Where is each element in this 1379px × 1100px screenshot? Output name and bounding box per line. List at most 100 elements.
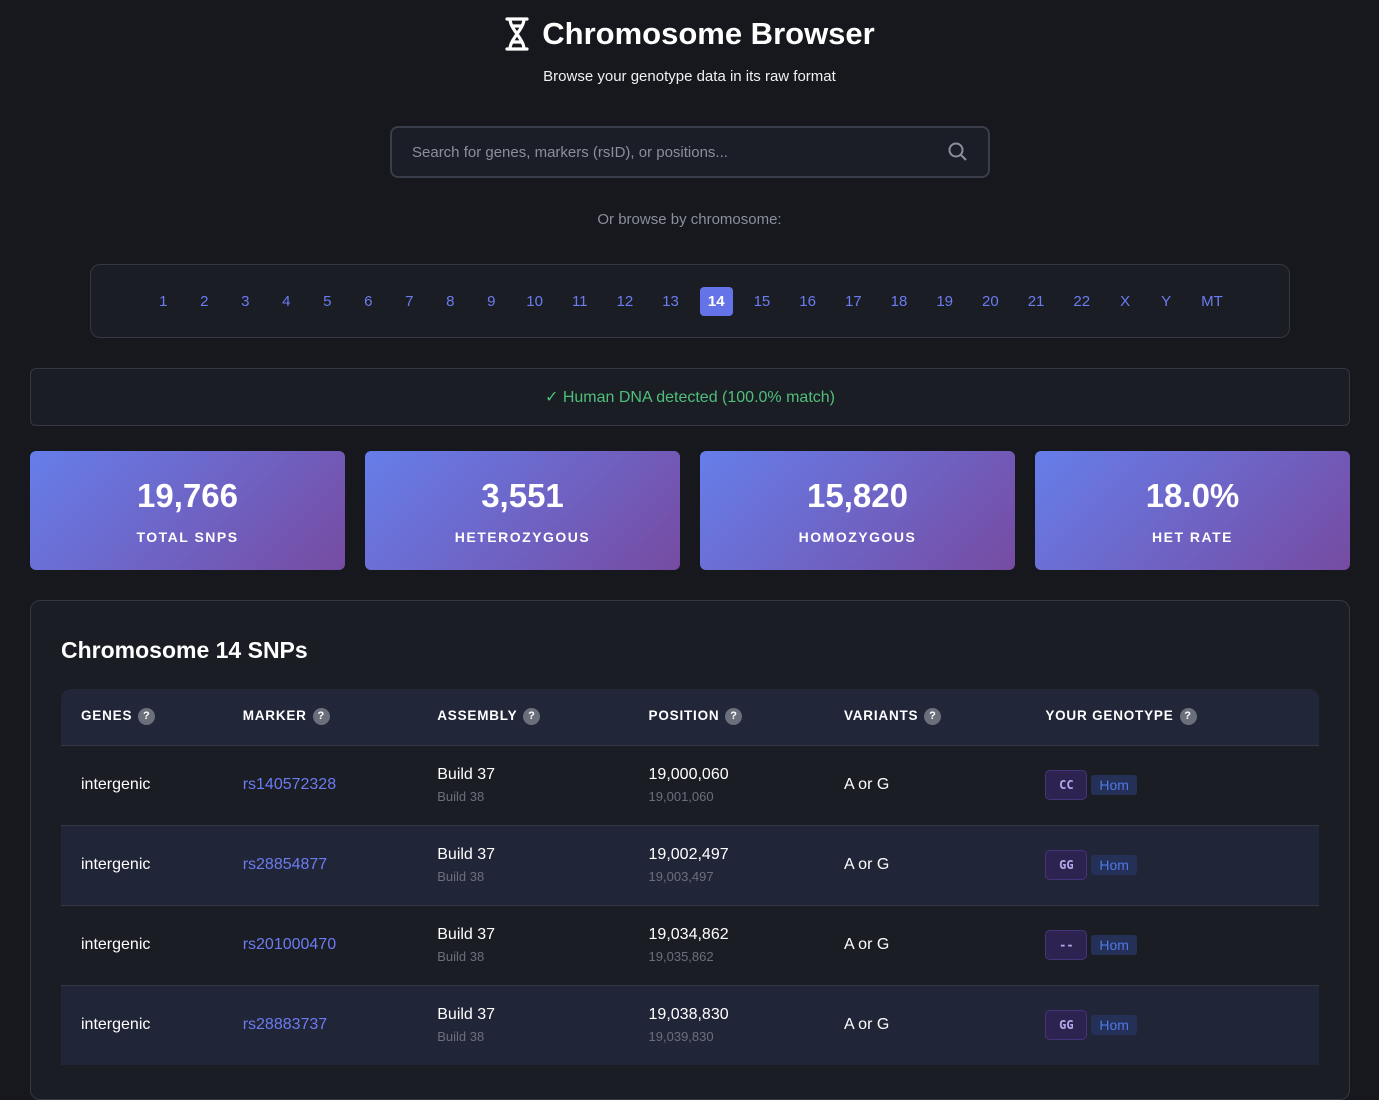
help-icon[interactable]: ? xyxy=(523,708,541,726)
chromosome-16-button[interactable]: 16 xyxy=(799,292,816,310)
table-header: GENES? MARKER? ASSEMBLY? POSITION? VARIANTS?… xyxy=(61,689,1319,745)
position-primary: 19,000,060 xyxy=(648,766,729,783)
chromosome-5-button[interactable]: 5 xyxy=(323,292,332,310)
table-row: intergenic rs28854877 Build 37 Build 38 1… xyxy=(61,824,1319,905)
help-icon[interactable]: ? xyxy=(312,708,330,726)
gene-cell: intergenic xyxy=(61,824,223,905)
chromosome-8-button[interactable]: 8 xyxy=(446,292,455,310)
position-secondary: 19,001,060 xyxy=(648,789,714,804)
zygosity-badge: Hom xyxy=(1091,1015,1137,1036)
chromosome-2-button[interactable]: 2 xyxy=(200,292,209,310)
search-box[interactable] xyxy=(390,126,990,178)
help-icon[interactable]: ? xyxy=(924,708,942,726)
search-input[interactable] xyxy=(412,143,948,161)
stat-value: 3,551 xyxy=(481,477,564,514)
chromosome-22-button[interactable]: 22 xyxy=(1073,292,1091,310)
gene-cell: intergenic xyxy=(61,744,223,825)
table-row: intergenic rs201000470 Build 37 Build 38 … xyxy=(61,904,1319,985)
table-row: intergenic rs140572328 Build 37 Build 38 … xyxy=(61,744,1319,825)
chromosome-1-button[interactable]: 1 xyxy=(159,292,168,310)
genotype-badge: -- xyxy=(1045,930,1088,960)
assembly-primary: Build 37 xyxy=(437,926,496,943)
genotype-badge: GG xyxy=(1045,850,1088,880)
column-header: ASSEMBLY? xyxy=(417,689,628,745)
stat-value: 19,766 xyxy=(137,477,238,514)
chromosome-13-button[interactable]: 13 xyxy=(662,292,679,310)
chromosome-7-button[interactable]: 7 xyxy=(405,292,414,310)
chromosome-21-button[interactable]: 21 xyxy=(1027,292,1045,310)
stat-card: 18.0% HET RATE xyxy=(1035,451,1350,570)
chromosome-MT-button[interactable]: MT xyxy=(1201,292,1223,310)
position-primary: 19,002,497 xyxy=(648,846,729,863)
assembly-primary: Build 37 xyxy=(437,846,496,863)
chromosome-Y-button[interactable]: Y xyxy=(1161,292,1172,310)
chromosome-4-button[interactable]: 4 xyxy=(282,292,291,310)
column-header: POSITION? xyxy=(629,689,824,745)
chromosome-14-button[interactable]: 14 xyxy=(699,286,733,316)
gene-cell: intergenic xyxy=(61,984,223,1065)
marker-link[interactable]: rs140572328 xyxy=(242,776,337,793)
variants-cell: A or G xyxy=(823,824,1026,905)
help-icon[interactable]: ? xyxy=(138,708,156,726)
column-label: GENES xyxy=(81,708,133,724)
assembly-primary: Build 37 xyxy=(437,766,496,783)
snp-panel: Chromosome 14 SNPs GENES? MARKER? ASSEMBLY… xyxy=(30,600,1350,1100)
header: Chromosome Browser Browse your genotype … xyxy=(0,16,1379,85)
column-label: VARIANTS xyxy=(843,708,919,724)
chromosome-12-button[interactable]: 12 xyxy=(616,292,634,310)
snp-table: GENES? MARKER? ASSEMBLY? POSITION? VARIANTS?… xyxy=(61,689,1319,1065)
table-row: intergenic rs28883737 Build 37 Build 38 1… xyxy=(61,984,1319,1065)
assembly-secondary: Build 38 xyxy=(437,869,485,884)
column-label: MARKER xyxy=(242,708,307,724)
chromosome-15-button[interactable]: 15 xyxy=(753,292,771,310)
genotype-badge: CC xyxy=(1045,770,1088,800)
chromosome-X-button[interactable]: X xyxy=(1120,292,1131,310)
chromosome-20-button[interactable]: 20 xyxy=(982,292,999,310)
chromosome-17-button[interactable]: 17 xyxy=(844,292,862,310)
position-primary: 19,034,862 xyxy=(648,926,729,943)
chromosome-nav: 1 2 3 4 5 6 7 8 9 10 11 12 13 14 15 16 17 18 19 20 21 22 X Y MT xyxy=(90,264,1290,338)
stats-row: 19,766 TOTAL SNPS 3,551 HETEROZYGOUS 15,820 H… xyxy=(30,451,1350,570)
stat-label: HETEROZYGOUS xyxy=(454,529,591,545)
help-icon[interactable]: ? xyxy=(1179,708,1197,726)
column-header: YOUR GENOTYPE? xyxy=(1025,689,1319,745)
position-secondary: 19,035,862 xyxy=(648,949,714,964)
chromosome-18-button[interactable]: 18 xyxy=(890,292,908,310)
variants-cell: A or G xyxy=(823,744,1026,825)
stat-label: HOMOZYGOUS xyxy=(798,529,917,545)
stat-label: TOTAL SNPS xyxy=(136,529,239,545)
chromosome-9-button[interactable]: 9 xyxy=(487,292,496,310)
chromosome-6-button[interactable]: 6 xyxy=(364,292,373,310)
marker-link[interactable]: rs201000470 xyxy=(242,936,337,953)
search-icon[interactable] xyxy=(948,142,968,162)
variants-cell: A or G xyxy=(823,984,1026,1065)
zygosity-badge: Hom xyxy=(1091,935,1137,955)
marker-link[interactable]: rs28883737 xyxy=(242,1016,328,1034)
variants-cell: A or G xyxy=(823,904,1026,985)
column-label: ASSEMBLY xyxy=(437,708,518,724)
zygosity-badge: Hom xyxy=(1091,855,1137,875)
marker-link[interactable]: rs28854877 xyxy=(242,856,328,873)
subtitle: Browse your genotype data in its raw for… xyxy=(543,68,836,85)
title-text: Chromosome Browser xyxy=(542,16,875,51)
position-secondary: 19,003,497 xyxy=(648,869,714,884)
browse-label: Or browse by chromosome: xyxy=(597,211,782,228)
column-label: POSITION xyxy=(648,708,720,724)
zygosity-badge: Hom xyxy=(1091,775,1137,795)
column-header: MARKER? xyxy=(223,689,418,745)
chromosome-19-button[interactable]: 19 xyxy=(936,292,954,310)
chromosome-11-button[interactable]: 11 xyxy=(571,292,588,310)
position-secondary: 19,039,830 xyxy=(648,1029,714,1045)
page-title: Chromosome Browser xyxy=(504,16,875,52)
assembly-primary: Build 37 xyxy=(437,1006,496,1024)
chromosome-3-button[interactable]: 3 xyxy=(241,292,250,310)
stat-card: 3,551 HETEROZYGOUS xyxy=(365,451,680,570)
stat-value: 15,820 xyxy=(807,477,908,514)
gene-cell: intergenic xyxy=(61,904,223,985)
chromosome-10-button[interactable]: 10 xyxy=(526,292,543,310)
table-title: Chromosome 14 SNPs xyxy=(61,637,308,663)
assembly-secondary: Build 38 xyxy=(437,1029,485,1045)
help-icon[interactable]: ? xyxy=(725,708,743,726)
stat-label: HET RATE xyxy=(1152,529,1233,545)
stat-card: 19,766 TOTAL SNPS xyxy=(30,451,345,570)
